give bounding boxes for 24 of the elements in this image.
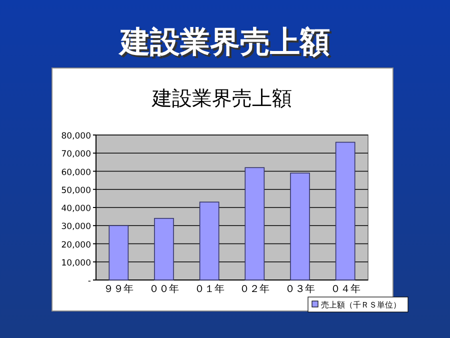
bar (290, 172, 310, 280)
chart-title: 建設業界売上額 (120, 27, 332, 62)
y-tick-label: - (88, 276, 91, 286)
bar (335, 142, 356, 280)
y-tick-label: 80,000 (61, 132, 91, 142)
y-tick-label: 60,000 (61, 168, 91, 178)
y-tick-label: 70,000 (61, 150, 91, 160)
y-tick-label: 10,000 (61, 258, 91, 268)
y-tick-label: 30,000 (61, 222, 91, 232)
y-tick-label: 40,000 (61, 204, 91, 214)
y-tick-label: 50,000 (61, 186, 91, 196)
x-tick-label: ０３年 (285, 283, 315, 295)
y-tick-label: 20,000 (61, 240, 91, 250)
bar (108, 225, 129, 280)
bar (199, 202, 220, 280)
x-tick-label: ０２年 (240, 283, 270, 295)
bar (154, 218, 174, 280)
x-tick-label: ００年 (149, 283, 179, 295)
chart-subtitle: 建設業界売上額 (151, 86, 292, 110)
bar (244, 167, 265, 280)
x-tick-label: ９９年 (104, 283, 134, 295)
legend-label: 売上額（千ＲＳ単位） (321, 300, 401, 310)
x-tick-label: ０１年 (194, 283, 224, 295)
x-tick-label: ０４年 (330, 283, 360, 295)
